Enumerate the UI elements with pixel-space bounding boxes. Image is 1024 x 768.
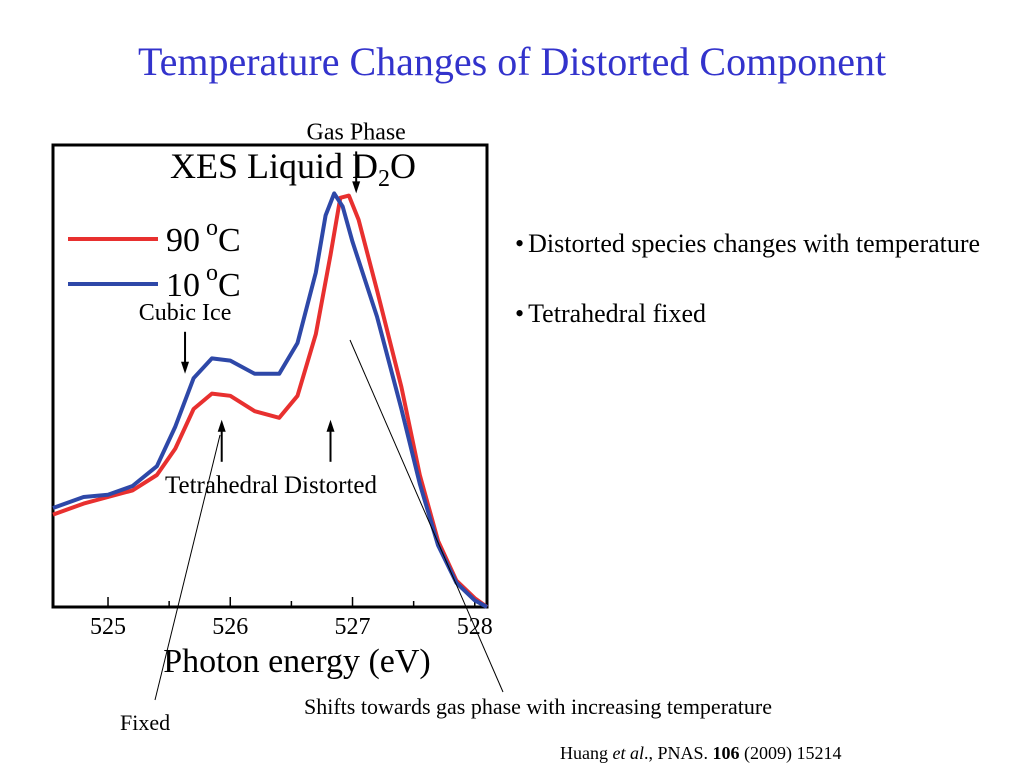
arrowhead-tetrahedral: [217, 419, 226, 432]
series-line-10c: [52, 191, 488, 609]
x-axis-ticks: 525526527528: [90, 597, 493, 640]
chart-title: XES Liquid D2O: [170, 146, 416, 192]
bullet-item: • Tetrahedral fixed: [515, 299, 707, 328]
annotation-gas-phase: Gas Phase: [307, 119, 406, 145]
chart-annotations: Gas Phase Cubic Ice Tetrahedral Distorted: [139, 119, 406, 498]
x-axis-label: Photon energy (eV): [163, 643, 431, 680]
series-lines: [52, 191, 489, 609]
shift-note: Shifts towards gas phase with increasing…: [304, 694, 772, 719]
legend-label-90: 90 oC: [166, 215, 241, 259]
x-tick-label: 527: [335, 614, 371, 640]
citation: Huang et al., PNAS. 106 (2009) 15214: [560, 743, 842, 763]
annotation-cubic-ice: Cubic Ice: [139, 300, 232, 326]
annotation-tetrahedral: Tetrahedral: [165, 472, 279, 499]
x-tick-label: 526: [212, 614, 248, 640]
shift-pointer-line: [349, 339, 504, 693]
annotation-distorted: Distorted: [284, 472, 378, 499]
slide-title: Temperature Changes of Distorted Compone…: [137, 39, 887, 84]
arrowhead-cubic-ice: [181, 361, 190, 374]
bullet-item: • Distorted species changes with temperat…: [515, 229, 981, 258]
bullet-list: • Distorted species changes with temperat…: [515, 224, 985, 364]
plot-frame: [51, 143, 489, 609]
arrowhead-gas-phase: [352, 181, 361, 194]
legend-label-10: 10 oC: [166, 260, 241, 304]
arrowhead-distorted: [326, 419, 335, 432]
fixed-note: Fixed: [120, 710, 171, 735]
series-line-90c: [52, 193, 489, 609]
x-tick-label: 525: [90, 614, 126, 640]
fixed-pointer-line: [154, 434, 221, 701]
